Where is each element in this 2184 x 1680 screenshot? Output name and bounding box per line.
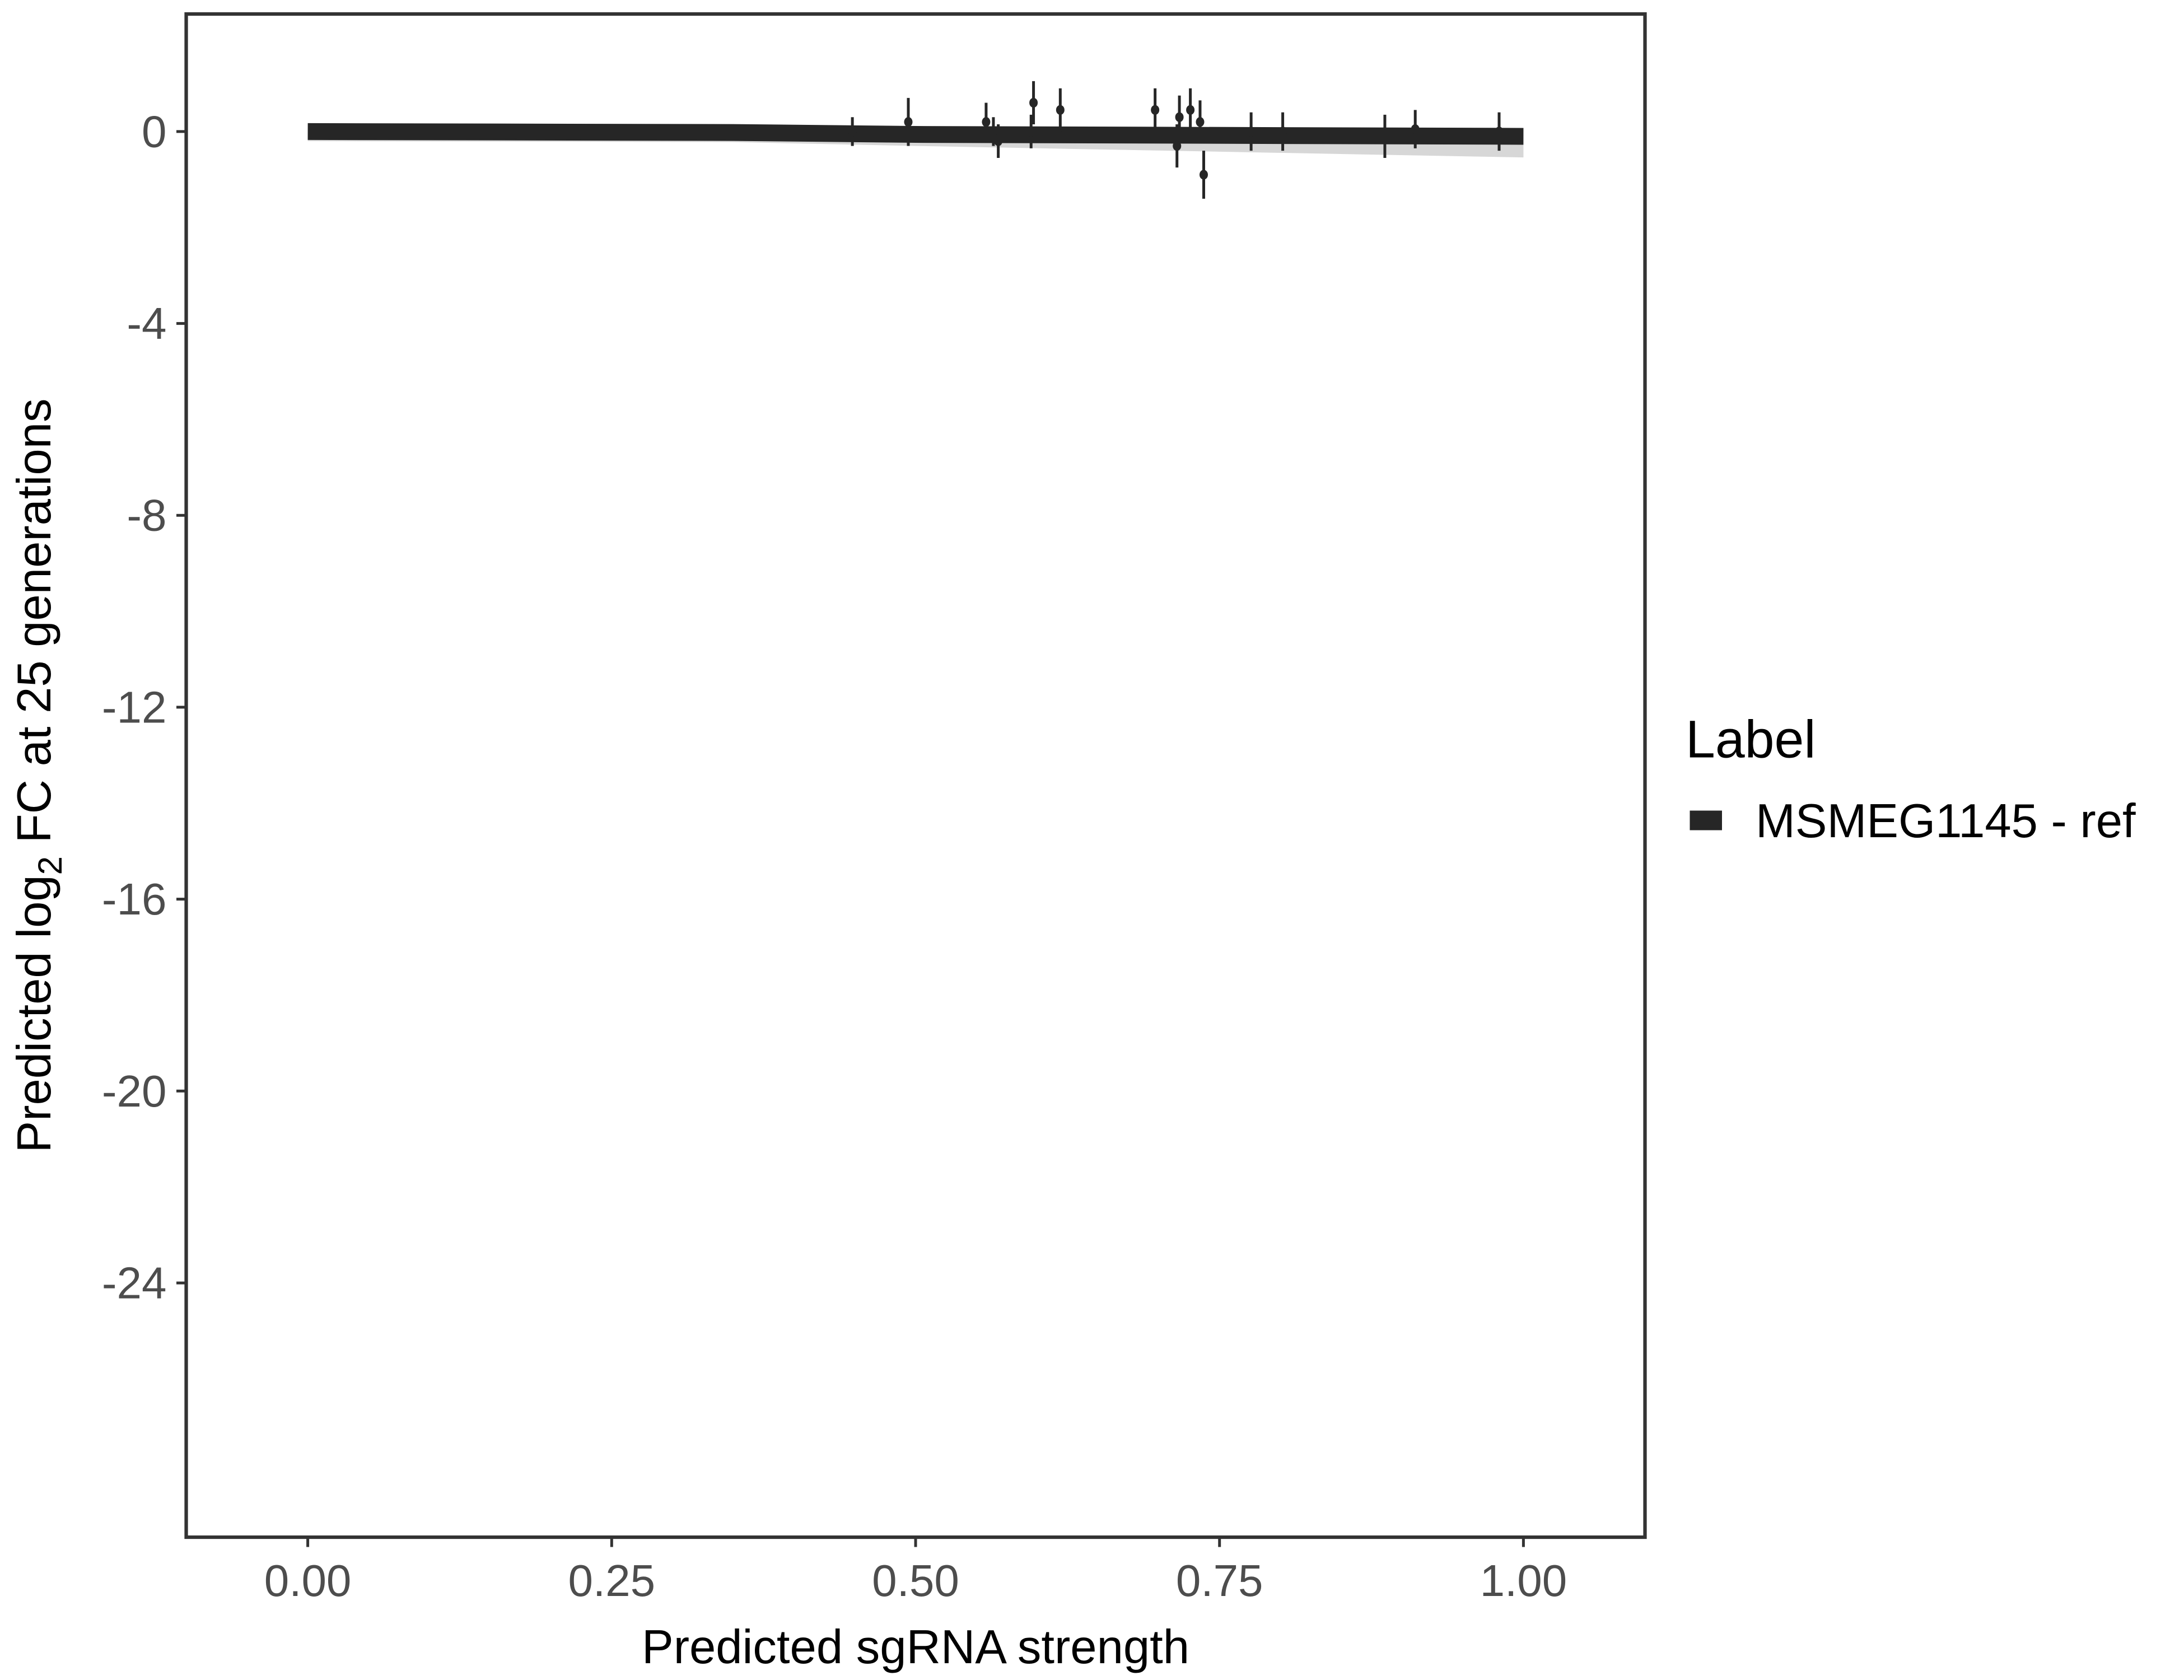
point-marker [982, 117, 991, 127]
data-point [994, 124, 1003, 158]
y-tick-label: -12 [102, 682, 167, 732]
data-point [1056, 88, 1065, 132]
legend-key-swatch [1690, 810, 1722, 830]
point-marker [1495, 127, 1504, 137]
point-marker [1380, 131, 1389, 142]
data-point [1175, 95, 1184, 139]
legend: Label MSMEG1145 - ref [1686, 710, 2136, 848]
data-point [982, 102, 991, 142]
data-point [1411, 110, 1420, 148]
point-marker [1029, 97, 1038, 108]
data-point [1247, 112, 1256, 151]
data-point [1029, 81, 1038, 125]
point-marker [994, 136, 1003, 146]
x-axis-label: Predicted sgRNA strength [642, 1621, 1189, 1674]
point-marker [1151, 105, 1160, 115]
data-point [1026, 114, 1035, 148]
point-marker [1278, 127, 1287, 137]
data-point [1278, 112, 1287, 151]
data-point [1173, 124, 1182, 168]
point-marker [1026, 127, 1035, 137]
data-point [1199, 151, 1208, 199]
plot-panel-border [184, 12, 1647, 1539]
point-marker [1411, 124, 1420, 134]
legend-title: Label [1686, 710, 1816, 769]
point-marker [1056, 105, 1065, 115]
legend-entry-label: MSMEG1145 - ref [1756, 795, 2136, 848]
x-tick-label: 0.50 [872, 1556, 959, 1606]
data-point [1151, 88, 1160, 132]
fit-line-layer [307, 123, 1524, 145]
y-tick-label: -8 [127, 491, 166, 540]
y-tick-label: -24 [102, 1258, 167, 1308]
y-tick-label: -16 [102, 874, 167, 924]
data-points [848, 81, 1504, 199]
point-marker [904, 117, 913, 127]
point-marker [1199, 170, 1208, 180]
fit-line [307, 123, 1524, 145]
y-axis: 0 -4 -8 -12 -16 -20 -24 [102, 106, 186, 1308]
x-tick-label: 1.00 [1480, 1556, 1567, 1606]
x-tick-label: 0.25 [568, 1556, 655, 1606]
data-point [904, 97, 913, 146]
point-marker [989, 127, 998, 137]
point-marker [1175, 112, 1184, 122]
x-tick-label: 0.75 [1176, 1556, 1263, 1606]
x-axis: 0.00 0.25 0.50 0.75 1.00 [264, 1537, 1567, 1606]
point-marker [1173, 141, 1182, 151]
y-tick-label: -4 [127, 298, 166, 348]
data-point [1196, 100, 1205, 144]
x-tick-label: 0.00 [264, 1556, 352, 1606]
point-marker [1196, 117, 1205, 127]
data-point [1186, 88, 1195, 132]
y-axis-label: Predicted log2 FC at 25 generations [8, 399, 69, 1153]
point-marker [848, 127, 857, 137]
data-point [1495, 112, 1504, 151]
data-point [848, 117, 857, 146]
point-marker [1186, 105, 1195, 115]
point-marker [1247, 127, 1256, 137]
y-tick-label: 0 [142, 106, 167, 156]
y-tick-label: -20 [102, 1066, 167, 1116]
data-point [1380, 114, 1389, 158]
data-point [989, 117, 998, 146]
